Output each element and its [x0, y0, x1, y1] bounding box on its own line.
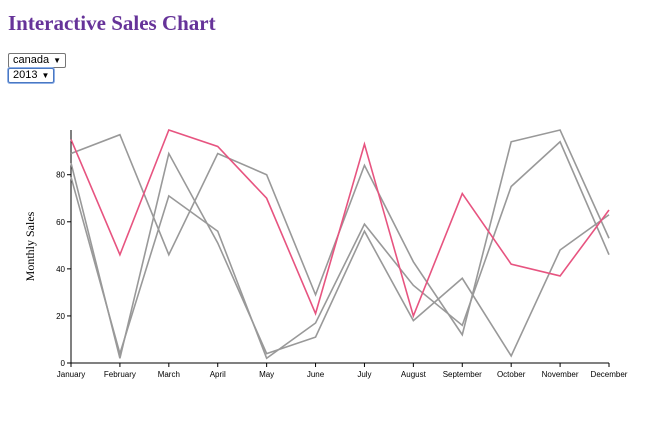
x-tick-label: January: [57, 370, 85, 379]
x-tick-label: May: [259, 370, 274, 379]
series-line: [70, 151, 610, 359]
x-tick-label: February: [104, 370, 136, 379]
year-select[interactable]: 2013 ▼: [8, 68, 55, 83]
series-line: [70, 129, 610, 337]
y-axis-label: Monthly Sales: [23, 211, 37, 281]
country-select-value: canada: [13, 54, 50, 66]
page-title: Interactive Sales Chart: [8, 11, 216, 35]
y-tick-label: 60: [56, 218, 65, 227]
chevron-down-icon: ▼: [53, 56, 62, 65]
x-tick-label: March: [158, 370, 180, 379]
x-tick-label: August: [401, 370, 427, 379]
y-tick-label: 80: [56, 171, 65, 180]
x-tick-label: October: [497, 370, 526, 379]
y-tick-label: 40: [56, 265, 65, 274]
x-tick-label: November: [542, 370, 579, 379]
x-tick-label: September: [443, 370, 482, 379]
series-line: [70, 140, 610, 360]
x-tick-label: July: [357, 370, 371, 379]
series-line-highlighted: [70, 128, 610, 319]
year-select-value: 2013: [13, 69, 38, 81]
y-tick-label: 0: [61, 359, 66, 368]
y-tick-label: 20: [56, 312, 65, 321]
x-tick-label: June: [307, 370, 325, 379]
country-select[interactable]: canada ▼: [8, 53, 67, 68]
chevron-down-icon: ▼: [41, 71, 50, 80]
x-tick-label: April: [210, 370, 226, 379]
x-tick-label: December: [591, 370, 628, 379]
